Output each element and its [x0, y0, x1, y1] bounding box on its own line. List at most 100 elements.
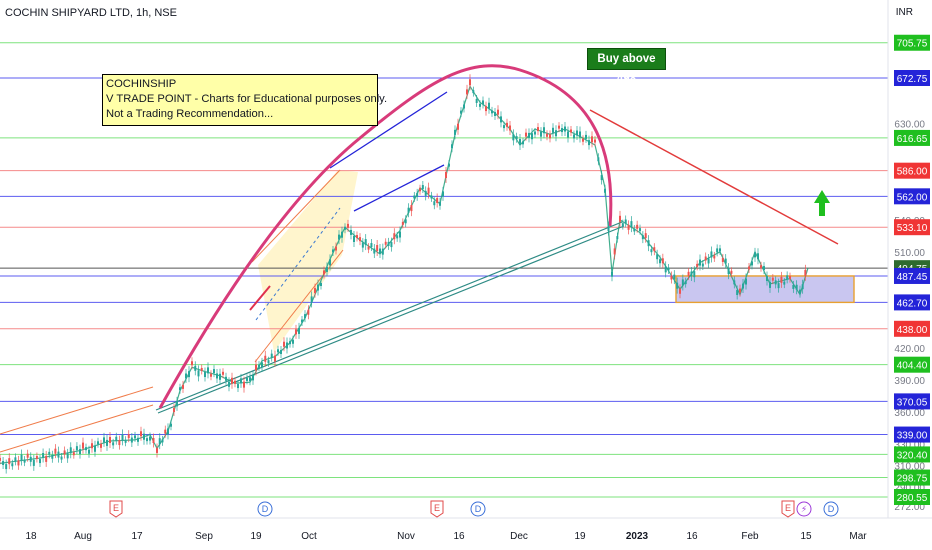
candle-body [167, 428, 169, 435]
candle-body [494, 111, 496, 116]
candle-body [54, 448, 57, 454]
candle-body [387, 241, 390, 246]
channel-line [251, 169, 341, 263]
candle-body [42, 452, 45, 458]
candle-body [361, 242, 364, 248]
time-tick-label: 18 [25, 531, 37, 542]
candle-body [249, 377, 251, 382]
candle-body [745, 278, 747, 285]
candle-body [45, 455, 48, 462]
candle-body [164, 429, 167, 434]
price-level-badge [894, 393, 930, 410]
candle-body [552, 127, 554, 133]
candle-body [579, 131, 581, 138]
candle-body [681, 279, 684, 286]
candle-body [763, 266, 765, 271]
candle-body [804, 269, 807, 276]
candle-body [644, 233, 647, 239]
trendline-long [155, 221, 623, 411]
channel-midline [255, 207, 341, 321]
candle-body [97, 441, 99, 445]
candle-body [381, 248, 384, 255]
candle-body [200, 367, 203, 371]
candle-body [307, 309, 310, 315]
candle-body [8, 458, 11, 465]
price-tick-label: 630.00 [894, 120, 925, 131]
candle-body [286, 342, 288, 349]
candle-body [88, 449, 90, 454]
candle-body [659, 259, 661, 264]
candle-body [421, 185, 424, 190]
candle-body [304, 314, 306, 319]
event-marker-label: E [785, 503, 791, 513]
note-line: V TRADE POINT - Charts for Educational p… [106, 93, 388, 105]
candles [0, 74, 807, 474]
candle-body [485, 106, 487, 112]
candle-body [130, 437, 133, 443]
dividend-marker-icon [257, 501, 273, 517]
candle-body [222, 371, 224, 375]
candle-body [121, 434, 124, 441]
candle-body [39, 459, 41, 464]
candle-body [298, 327, 300, 334]
candle-body [225, 376, 227, 381]
candle-body [537, 127, 539, 132]
candle-body [413, 195, 416, 199]
event-marker-label: E [434, 503, 440, 513]
candle-body [410, 205, 413, 212]
split-marker-icon [796, 501, 812, 517]
candle-body [32, 459, 35, 466]
candle-body [338, 234, 340, 240]
candle-body [754, 252, 756, 258]
candle-body [519, 139, 521, 146]
candle-body [20, 454, 23, 461]
candle-body [384, 241, 387, 245]
candle-body [246, 377, 248, 381]
price-tick-label: 390.00 [894, 376, 925, 387]
event-marker-label: D [262, 504, 269, 514]
candle-body [182, 384, 184, 389]
candle-body [736, 289, 739, 295]
candle-body [789, 276, 791, 280]
candle-body [774, 280, 777, 285]
candle-body [60, 456, 63, 460]
event-marker-label: E [113, 503, 119, 513]
candle-body [197, 370, 200, 377]
candle-body [582, 138, 584, 142]
candle-body [156, 447, 158, 453]
time-tick-label: Nov [397, 531, 415, 542]
candle-body [292, 339, 294, 344]
price-level-label: 705.75 [897, 39, 928, 50]
candle-body [656, 254, 659, 260]
time-tick-label: Aug [74, 531, 92, 542]
candle-body [448, 163, 450, 167]
candle-body [597, 157, 600, 162]
candle-body [613, 248, 616, 255]
candle-body [379, 248, 381, 254]
candle-body [558, 125, 560, 129]
candle-body [194, 365, 197, 371]
candle-body [801, 284, 804, 290]
time-tick-label: Sep [195, 531, 213, 542]
price-level-label: 370.05 [897, 397, 928, 408]
candle-body [11, 463, 14, 467]
candle-body [210, 373, 212, 377]
time-tick-label: 19 [574, 531, 586, 542]
candle-body [243, 381, 245, 388]
candle-body [786, 275, 789, 280]
candle-body [611, 271, 613, 277]
candle-body [436, 198, 439, 204]
note-line: COCHINSHIP [106, 78, 177, 90]
candle-body [594, 139, 596, 143]
candle-body [479, 103, 481, 107]
candle-body [231, 377, 233, 384]
candle-body [742, 283, 744, 289]
candle-body [641, 235, 644, 240]
candle-body [783, 281, 786, 285]
candle-body [534, 131, 536, 135]
earnings-marker-icon [781, 500, 795, 518]
price-level-badge [894, 188, 930, 205]
candle-body [149, 436, 151, 441]
